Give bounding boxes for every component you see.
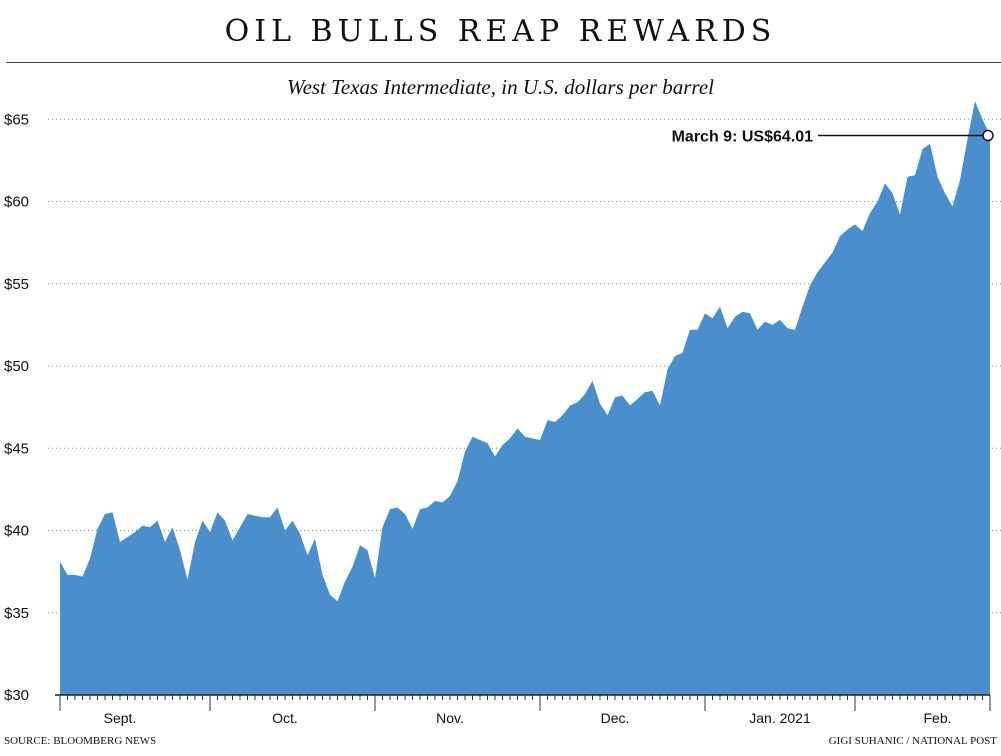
- x-tick-label: Nov.: [436, 710, 464, 726]
- chart-title: OIL BULLS REAP REWARDS: [224, 14, 777, 49]
- x-tick-label: Oct.: [272, 710, 298, 726]
- credit-note: GIGI SUHANIC / NATIONAL POST: [828, 735, 997, 747]
- y-tick-label: $60: [4, 194, 29, 211]
- y-tick-label: $40: [4, 523, 29, 540]
- price-area: [60, 101, 990, 695]
- price-annotation: March 9: US$64.01: [672, 129, 994, 146]
- y-tick-label: $55: [4, 276, 29, 293]
- annotation-marker: [982, 129, 994, 142]
- x-tick-label: Feb.: [923, 710, 951, 726]
- y-tick-label: $30: [4, 687, 29, 704]
- y-axis-labels: $30 $35 $40 $45 $50 $55 $60 $65: [4, 111, 29, 704]
- x-tick-label: Jan. 2021: [749, 710, 811, 726]
- x-tick-label: Sept.: [104, 710, 137, 726]
- source-note: SOURCE: BLOOMBERG NEWS: [4, 735, 157, 747]
- y-tick-label: $45: [4, 440, 29, 457]
- chart-subtitle: West Texas Intermediate, in U.S. dollars…: [287, 75, 714, 99]
- title-divider: [6, 62, 1001, 63]
- annotation-label: March 9: US$64.01: [672, 129, 814, 146]
- price-area-layer: [60, 101, 990, 695]
- y-tick-label: $35: [4, 605, 29, 622]
- y-tick-label: $50: [4, 358, 29, 375]
- x-tick-label: Dec.: [601, 710, 630, 726]
- y-tick-label: $65: [4, 111, 29, 128]
